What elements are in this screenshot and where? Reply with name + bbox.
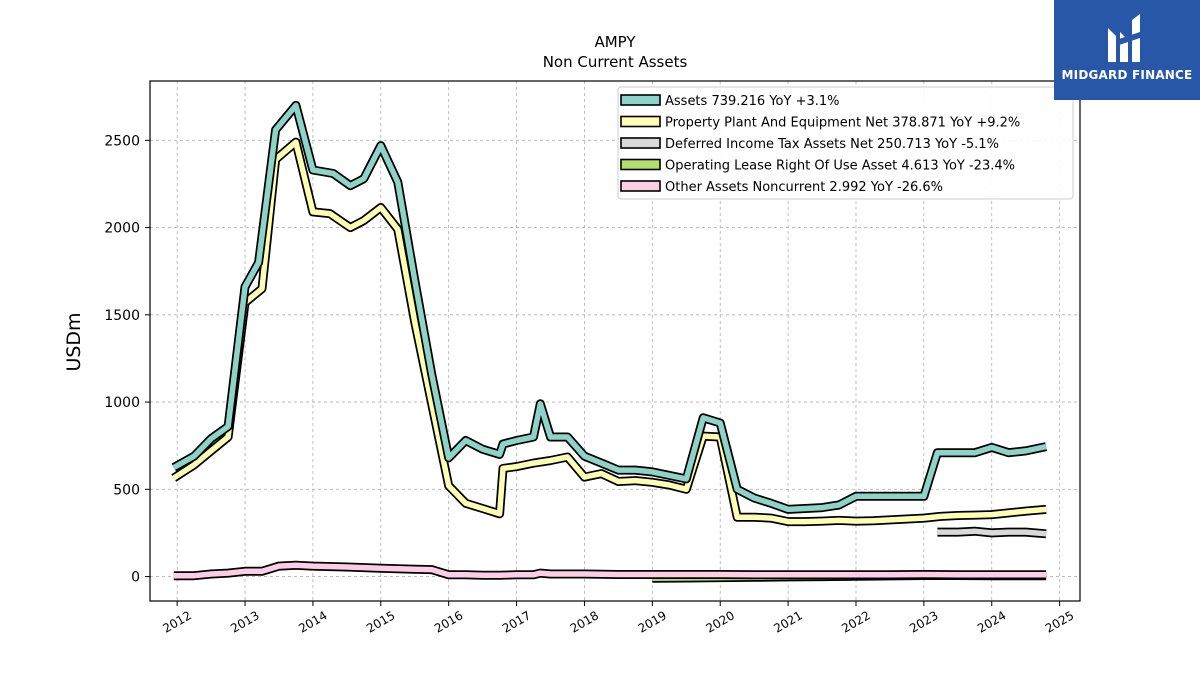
x-tick-label: 2016 bbox=[432, 608, 465, 635]
plot-frame bbox=[149, 80, 1081, 602]
y-tick-label: 2500 bbox=[104, 133, 140, 149]
series-layer bbox=[171, 100, 1048, 583]
legend-swatch bbox=[620, 94, 661, 106]
x-tick-label: 2014 bbox=[296, 608, 329, 635]
legend-swatch bbox=[620, 158, 661, 171]
legend-swatch bbox=[620, 137, 661, 149]
series-line bbox=[172, 102, 1047, 513]
brand-name: MIDGARD FINANCE bbox=[1061, 68, 1193, 82]
brand-mark-icon bbox=[1108, 14, 1140, 62]
legend-box bbox=[617, 86, 1074, 200]
chart-title: AMPY bbox=[594, 33, 636, 51]
x-tick-label: 2025 bbox=[1043, 608, 1076, 635]
series-deferred-income-tax-assets-net bbox=[937, 526, 1047, 539]
legend-swatch bbox=[620, 115, 661, 128]
x-tick-label: 2015 bbox=[364, 608, 397, 635]
x-tick-label: 2020 bbox=[703, 608, 736, 635]
axis-ticks: 0 500 1000 1500 2000 2500 2012 2013 2014 2015 2016… bbox=[104, 133, 1076, 635]
series-assets bbox=[171, 100, 1048, 514]
brand-logo: MIDGARD FINANCE bbox=[1054, 0, 1200, 100]
y-tick-label: 1000 bbox=[104, 395, 140, 411]
legend: Assets 739.216 YoY +3.1% Property Plant A… bbox=[617, 86, 1074, 200]
legend-swatch bbox=[620, 180, 661, 192]
y-tick-label: 1500 bbox=[104, 308, 140, 324]
series-line bbox=[937, 528, 1047, 537]
legend-entry: Deferred Income Tax Assets Net 250.713 Y… bbox=[665, 137, 999, 152]
series-property-plant-and-equipment-net bbox=[171, 137, 1047, 527]
x-tick-label: 2013 bbox=[228, 608, 261, 635]
y-axis-label: USDm bbox=[63, 312, 85, 371]
x-tick-label: 2024 bbox=[975, 608, 1008, 635]
legend-entry: Property Plant And Equipment Net 378.871… bbox=[665, 116, 1020, 131]
x-tick-label: 2018 bbox=[568, 608, 601, 635]
x-tick-label: 2012 bbox=[160, 608, 193, 635]
x-tick-label: 2023 bbox=[907, 608, 940, 635]
legend-entry: Other Assets Noncurrent 2.992 YoY -26.6% bbox=[665, 180, 943, 195]
x-tick-label: 2022 bbox=[839, 608, 872, 635]
series-line bbox=[173, 562, 1047, 579]
y-tick-label: 500 bbox=[113, 482, 140, 498]
legend-entry: Operating Lease Right Of Use Asset 4.613… bbox=[665, 159, 1015, 174]
x-tick-label: 2019 bbox=[636, 608, 669, 635]
x-tick-label: 2017 bbox=[500, 608, 533, 635]
series-other-assets-noncurrent bbox=[173, 560, 1047, 581]
chart-subtitle: Non Current Assets bbox=[543, 53, 688, 71]
legend-entry: Assets 739.216 YoY +3.1% bbox=[665, 94, 840, 109]
series-line bbox=[172, 139, 1047, 525]
y-tick-label: 2000 bbox=[104, 221, 140, 237]
x-tick-label: 2021 bbox=[771, 608, 804, 635]
y-tick-label: 0 bbox=[131, 570, 140, 586]
